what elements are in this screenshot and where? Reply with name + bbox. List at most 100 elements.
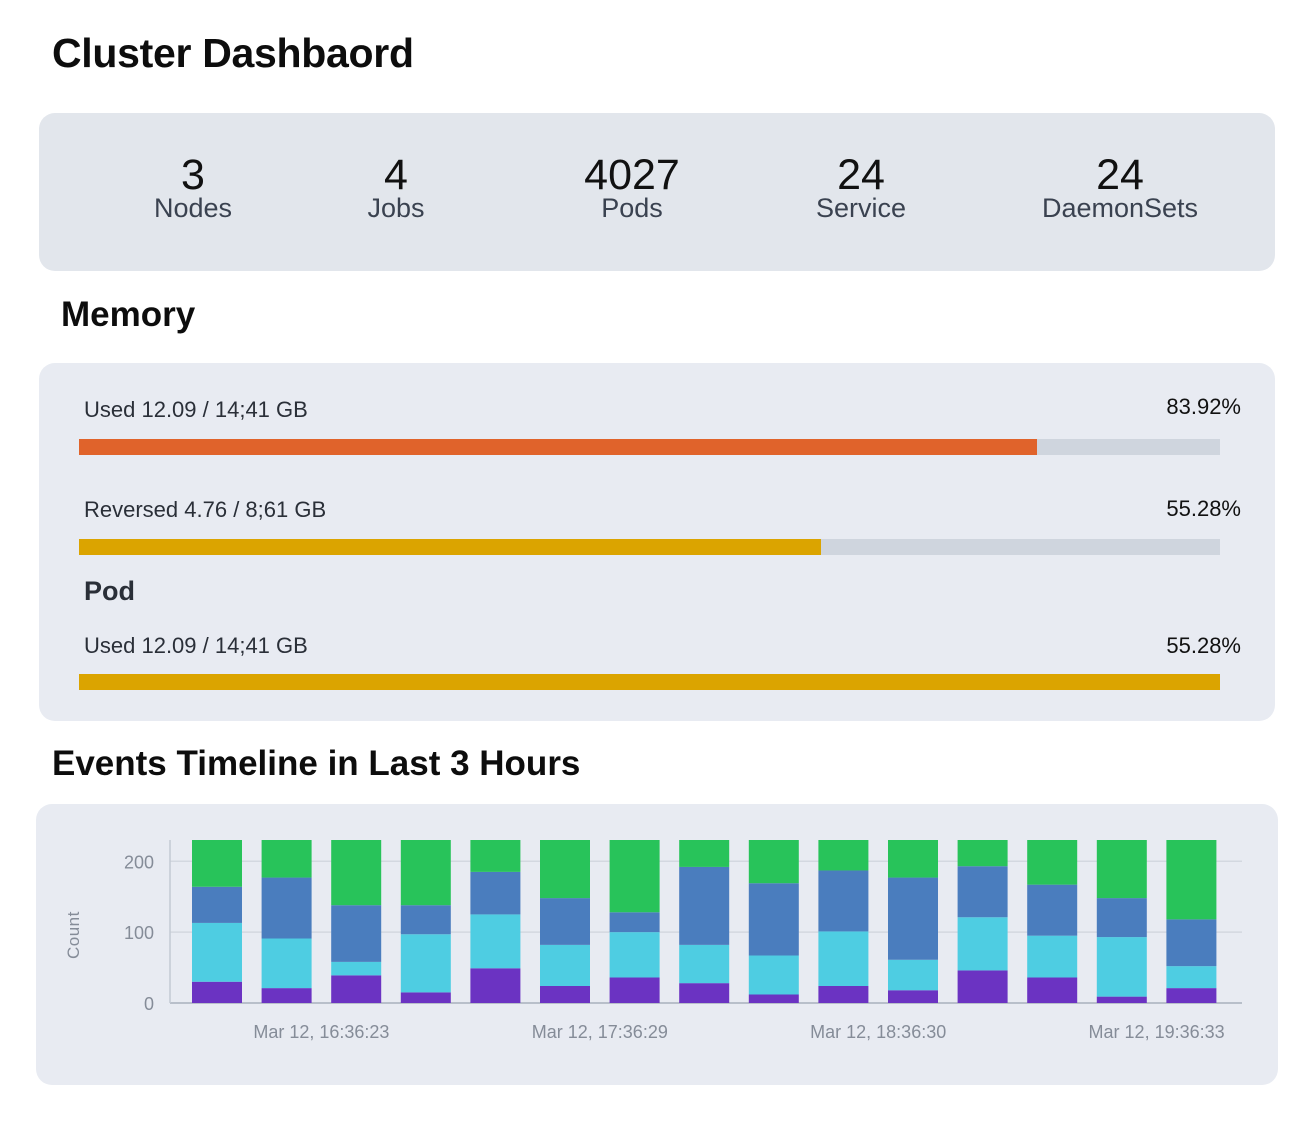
bar-segment[interactable]	[888, 840, 938, 878]
bar-segment[interactable]	[957, 917, 1008, 971]
bar-segment[interactable]	[261, 938, 312, 989]
bar-segment[interactable]	[957, 866, 1008, 918]
bar-segment[interactable]	[1027, 935, 1078, 978]
bar-segment[interactable]	[470, 840, 521, 872]
bar-segment[interactable]	[400, 934, 451, 993]
bar-segment[interactable]	[679, 983, 730, 1003]
bar-segment[interactable]	[470, 871, 521, 915]
bar-segment[interactable]	[192, 922, 242, 982]
memory-title: Memory	[61, 295, 196, 334]
bar-segment[interactable]	[748, 883, 799, 956]
events-card: 0 100 200 Mar 12, 16:36:23 Mar 12, 17:36:29 M…	[36, 804, 1278, 1085]
bar-segment[interactable]	[609, 977, 660, 1003]
stat-value: 4	[384, 151, 408, 199]
pod-used-bar	[79, 674, 1220, 690]
bar-segment[interactable]	[400, 992, 451, 1003]
bar-segment[interactable]	[957, 840, 1008, 867]
memory-reserved-bar-fill	[79, 539, 821, 555]
stat-daemonsets[interactable]: 24 DaemonSets	[1000, 149, 1240, 223]
stat-nodes[interactable]: 3 Nodes	[73, 149, 313, 223]
bar-segment[interactable]	[1096, 996, 1147, 1003]
events-timeline-chart: 0 100 200 Mar 12, 16:36:23 Mar 12, 17:36:29 M…	[124, 840, 1242, 1042]
bar-segment[interactable]	[957, 970, 1008, 1003]
stat-label: Jobs	[367, 193, 425, 223]
bar-segment[interactable]	[192, 886, 242, 923]
x-tick-label: Mar 12, 18:36:30	[810, 1022, 946, 1042]
pod-title: Pod	[84, 576, 135, 606]
stat-value: 4027	[584, 151, 680, 199]
events-title: Events Timeline in Last 3 Hours	[52, 744, 581, 783]
stat-pods[interactable]: 4027 Pods	[512, 149, 752, 223]
bar-segment[interactable]	[331, 975, 382, 1003]
bar-segment[interactable]	[540, 898, 590, 945]
memory-used-percent: 83.92%	[1166, 394, 1241, 419]
bar-segment[interactable]	[818, 931, 869, 986]
bar-segment[interactable]	[818, 985, 869, 1003]
bar-segment[interactable]	[748, 955, 799, 995]
stat-label: Pods	[601, 193, 663, 223]
bar-segment[interactable]	[540, 944, 590, 986]
y-axis-label: Count	[64, 911, 83, 959]
stat-label: Nodes	[153, 193, 233, 223]
bar-segment[interactable]	[1027, 840, 1078, 885]
memory-used-bar-fill	[79, 439, 1037, 455]
bar-segment[interactable]	[888, 877, 938, 960]
bar-segment[interactable]	[609, 840, 660, 913]
bar-segment[interactable]	[192, 840, 242, 887]
bar-segment[interactable]	[818, 840, 869, 871]
bar-segment[interactable]	[679, 944, 730, 984]
x-tick-label: Mar 12, 19:36:33	[1089, 1022, 1225, 1042]
bar-segment[interactable]	[470, 968, 521, 1003]
bar-segment[interactable]	[331, 905, 382, 962]
bar-segment[interactable]	[1027, 884, 1078, 936]
bar-segment[interactable]	[748, 840, 799, 884]
stat-label: DaemonSets	[1041, 193, 1199, 223]
bar-segment[interactable]	[540, 985, 590, 1003]
bar-segment[interactable]	[679, 866, 730, 945]
bar-segment[interactable]	[1166, 840, 1217, 920]
memory-card: Used 12.09 / 14;41 GB 83.92% Reversed 4.…	[39, 363, 1275, 721]
bar-segment[interactable]	[1096, 898, 1147, 938]
memory-reserved-bar	[79, 539, 1220, 555]
bar-segment[interactable]	[1027, 977, 1078, 1003]
bar-segment[interactable]	[540, 840, 590, 899]
y-tick-label: 0	[144, 994, 154, 1014]
pod-used-bar-fill	[79, 674, 1220, 690]
x-tick-label: Mar 12, 16:36:23	[253, 1022, 389, 1042]
x-tick-label: Mar 12, 17:36:29	[532, 1022, 668, 1042]
bar-segment[interactable]	[400, 840, 451, 906]
stat-value: 24	[837, 151, 885, 199]
memory-used-bar	[79, 439, 1220, 455]
bar-segment[interactable]	[1166, 988, 1217, 1003]
stats-card: 3 Nodes 4 Jobs 4027 Pods 24 Service 24 D…	[39, 113, 1275, 271]
bar-segment[interactable]	[748, 994, 799, 1003]
bar-segment[interactable]	[261, 877, 312, 939]
pod-used-percent: 55.28%	[1166, 633, 1241, 658]
bar-segment[interactable]	[1096, 840, 1147, 899]
stat-value: 24	[1096, 151, 1144, 199]
bar-segment[interactable]	[679, 840, 730, 867]
stat-jobs[interactable]: 4 Jobs	[276, 149, 516, 223]
bar-segment[interactable]	[1096, 937, 1147, 997]
bar-segment[interactable]	[470, 914, 521, 969]
bar-segment[interactable]	[818, 870, 869, 932]
memory-used-label: Used 12.09 / 14;41 GB	[84, 397, 308, 422]
bar-segment[interactable]	[331, 840, 382, 906]
bar-segment[interactable]	[192, 981, 242, 1003]
bar-segment[interactable]	[609, 932, 660, 978]
stat-service[interactable]: 24 Service	[741, 149, 981, 223]
bar-segment[interactable]	[1166, 919, 1217, 967]
page-title: Cluster Dashbaord	[52, 30, 414, 76]
bar-segment[interactable]	[888, 959, 938, 991]
bar-segment[interactable]	[888, 990, 938, 1003]
bar-segment[interactable]	[1166, 966, 1217, 989]
bar-segment[interactable]	[261, 840, 312, 878]
bar-segment[interactable]	[609, 912, 660, 933]
bar-segment[interactable]	[331, 961, 382, 976]
memory-reserved-label: Reversed 4.76 / 8;61 GB	[84, 497, 327, 522]
pod-used-label: Used 12.09 / 14;41 GB	[84, 633, 308, 658]
y-tick-label: 100	[124, 923, 154, 943]
stat-label: Service	[815, 193, 907, 223]
bar-segment[interactable]	[261, 988, 312, 1003]
bar-segment[interactable]	[400, 905, 451, 935]
